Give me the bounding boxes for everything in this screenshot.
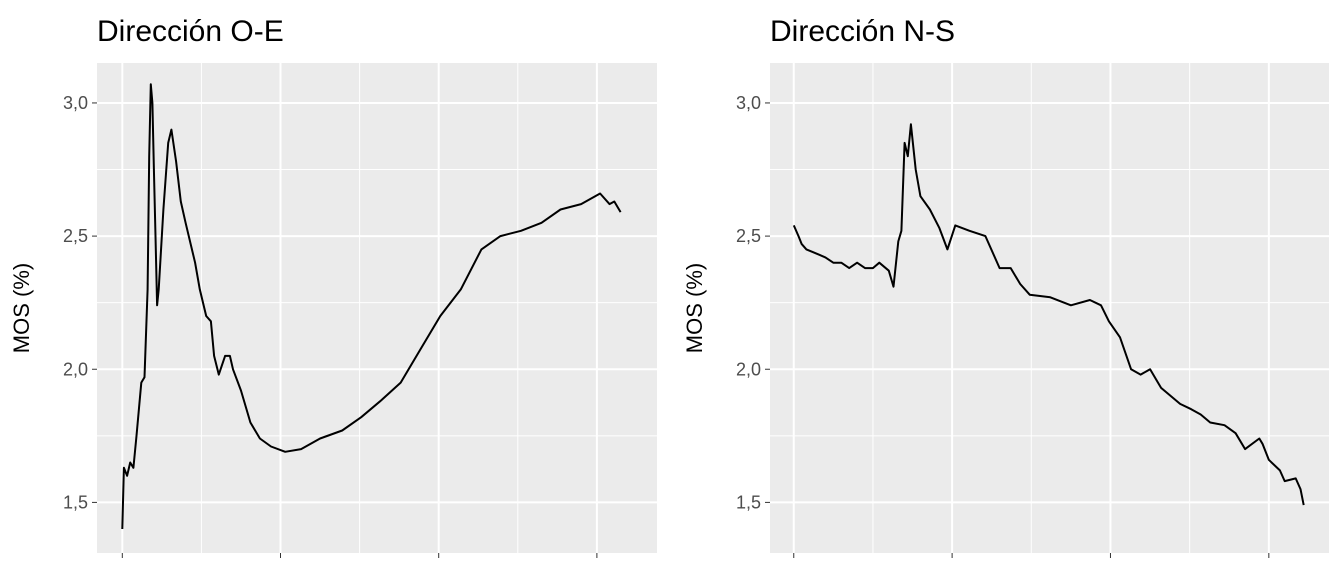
y-tick-label: 3,0 — [63, 93, 88, 113]
data-line — [121, 83, 622, 530]
y-tick-label: 2,5 — [63, 226, 88, 246]
panel-background — [97, 63, 657, 553]
data-line — [792, 123, 1305, 506]
y-tick-label: 1,5 — [63, 492, 88, 512]
y-tick-label: 2,0 — [736, 359, 761, 379]
chart-title: Dirección N-S — [770, 15, 955, 48]
panel-background — [770, 63, 1329, 553]
y-tick-label: 3,0 — [736, 93, 761, 113]
y-axis-label: MOS (%) — [9, 263, 34, 353]
y-tick-label: 2,0 — [63, 359, 88, 379]
y-tick-label: 1,5 — [736, 492, 761, 512]
y-axis-label: MOS (%) — [682, 263, 707, 353]
chart-title: Dirección O-E — [97, 15, 284, 48]
y-tick-label: 2,5 — [736, 226, 761, 246]
